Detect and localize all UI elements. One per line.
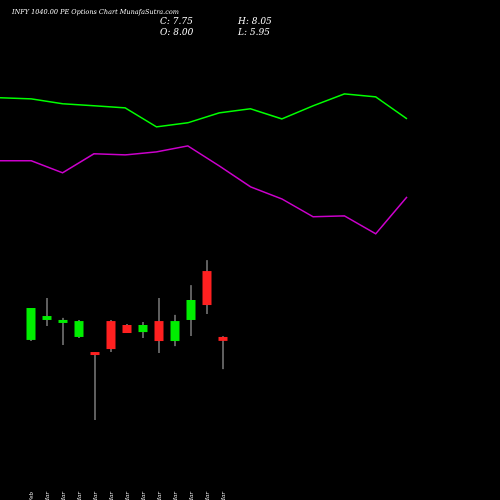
x-tick-label: 05 Mar (77, 492, 83, 500)
x-tick-label: 10 Mar (125, 492, 131, 500)
x-tick-label: 13 Mar (173, 492, 179, 500)
candle-body (170, 321, 180, 342)
candle-body (58, 319, 68, 323)
x-tick-label: 11 Mar (141, 492, 147, 500)
indicator-line (0, 93, 408, 128)
ohlc-label: O: 8.00 (160, 28, 194, 38)
ohlc-label: H: 8.05 (237, 17, 272, 27)
candle-body (202, 271, 212, 306)
candle-body (122, 325, 132, 334)
x-tick-label: 06 Mar (93, 492, 99, 500)
candle-body (106, 321, 116, 350)
ohlc-label: L: 5.95 (237, 28, 270, 38)
ohlc-label: C: 7.75 (160, 17, 193, 27)
candle-body (154, 321, 164, 342)
x-tick-label: 04 Mar (61, 492, 67, 500)
candle-body (90, 352, 100, 356)
x-tick-label: 16 Mar (189, 492, 195, 500)
x-tick-label: 18 Mar (221, 492, 227, 500)
candle-body (138, 325, 148, 333)
x-tick-label: 02 Mar (45, 492, 51, 500)
candle-body (42, 316, 52, 320)
x-tick-label: 27 Feb (29, 492, 35, 500)
x-tick-label: 09 Mar (109, 492, 115, 500)
chart-title: INFY 1040.00 PE Options Chart MunafaSutr… (11, 8, 179, 16)
candle-body (186, 300, 196, 320)
candle-body (74, 321, 84, 337)
indicator-line (0, 145, 408, 235)
x-tick-label: 12 Mar (157, 492, 163, 500)
candle-body (26, 308, 36, 340)
candle-body (218, 336, 228, 341)
x-tick-label: 17 Mar (205, 492, 211, 500)
